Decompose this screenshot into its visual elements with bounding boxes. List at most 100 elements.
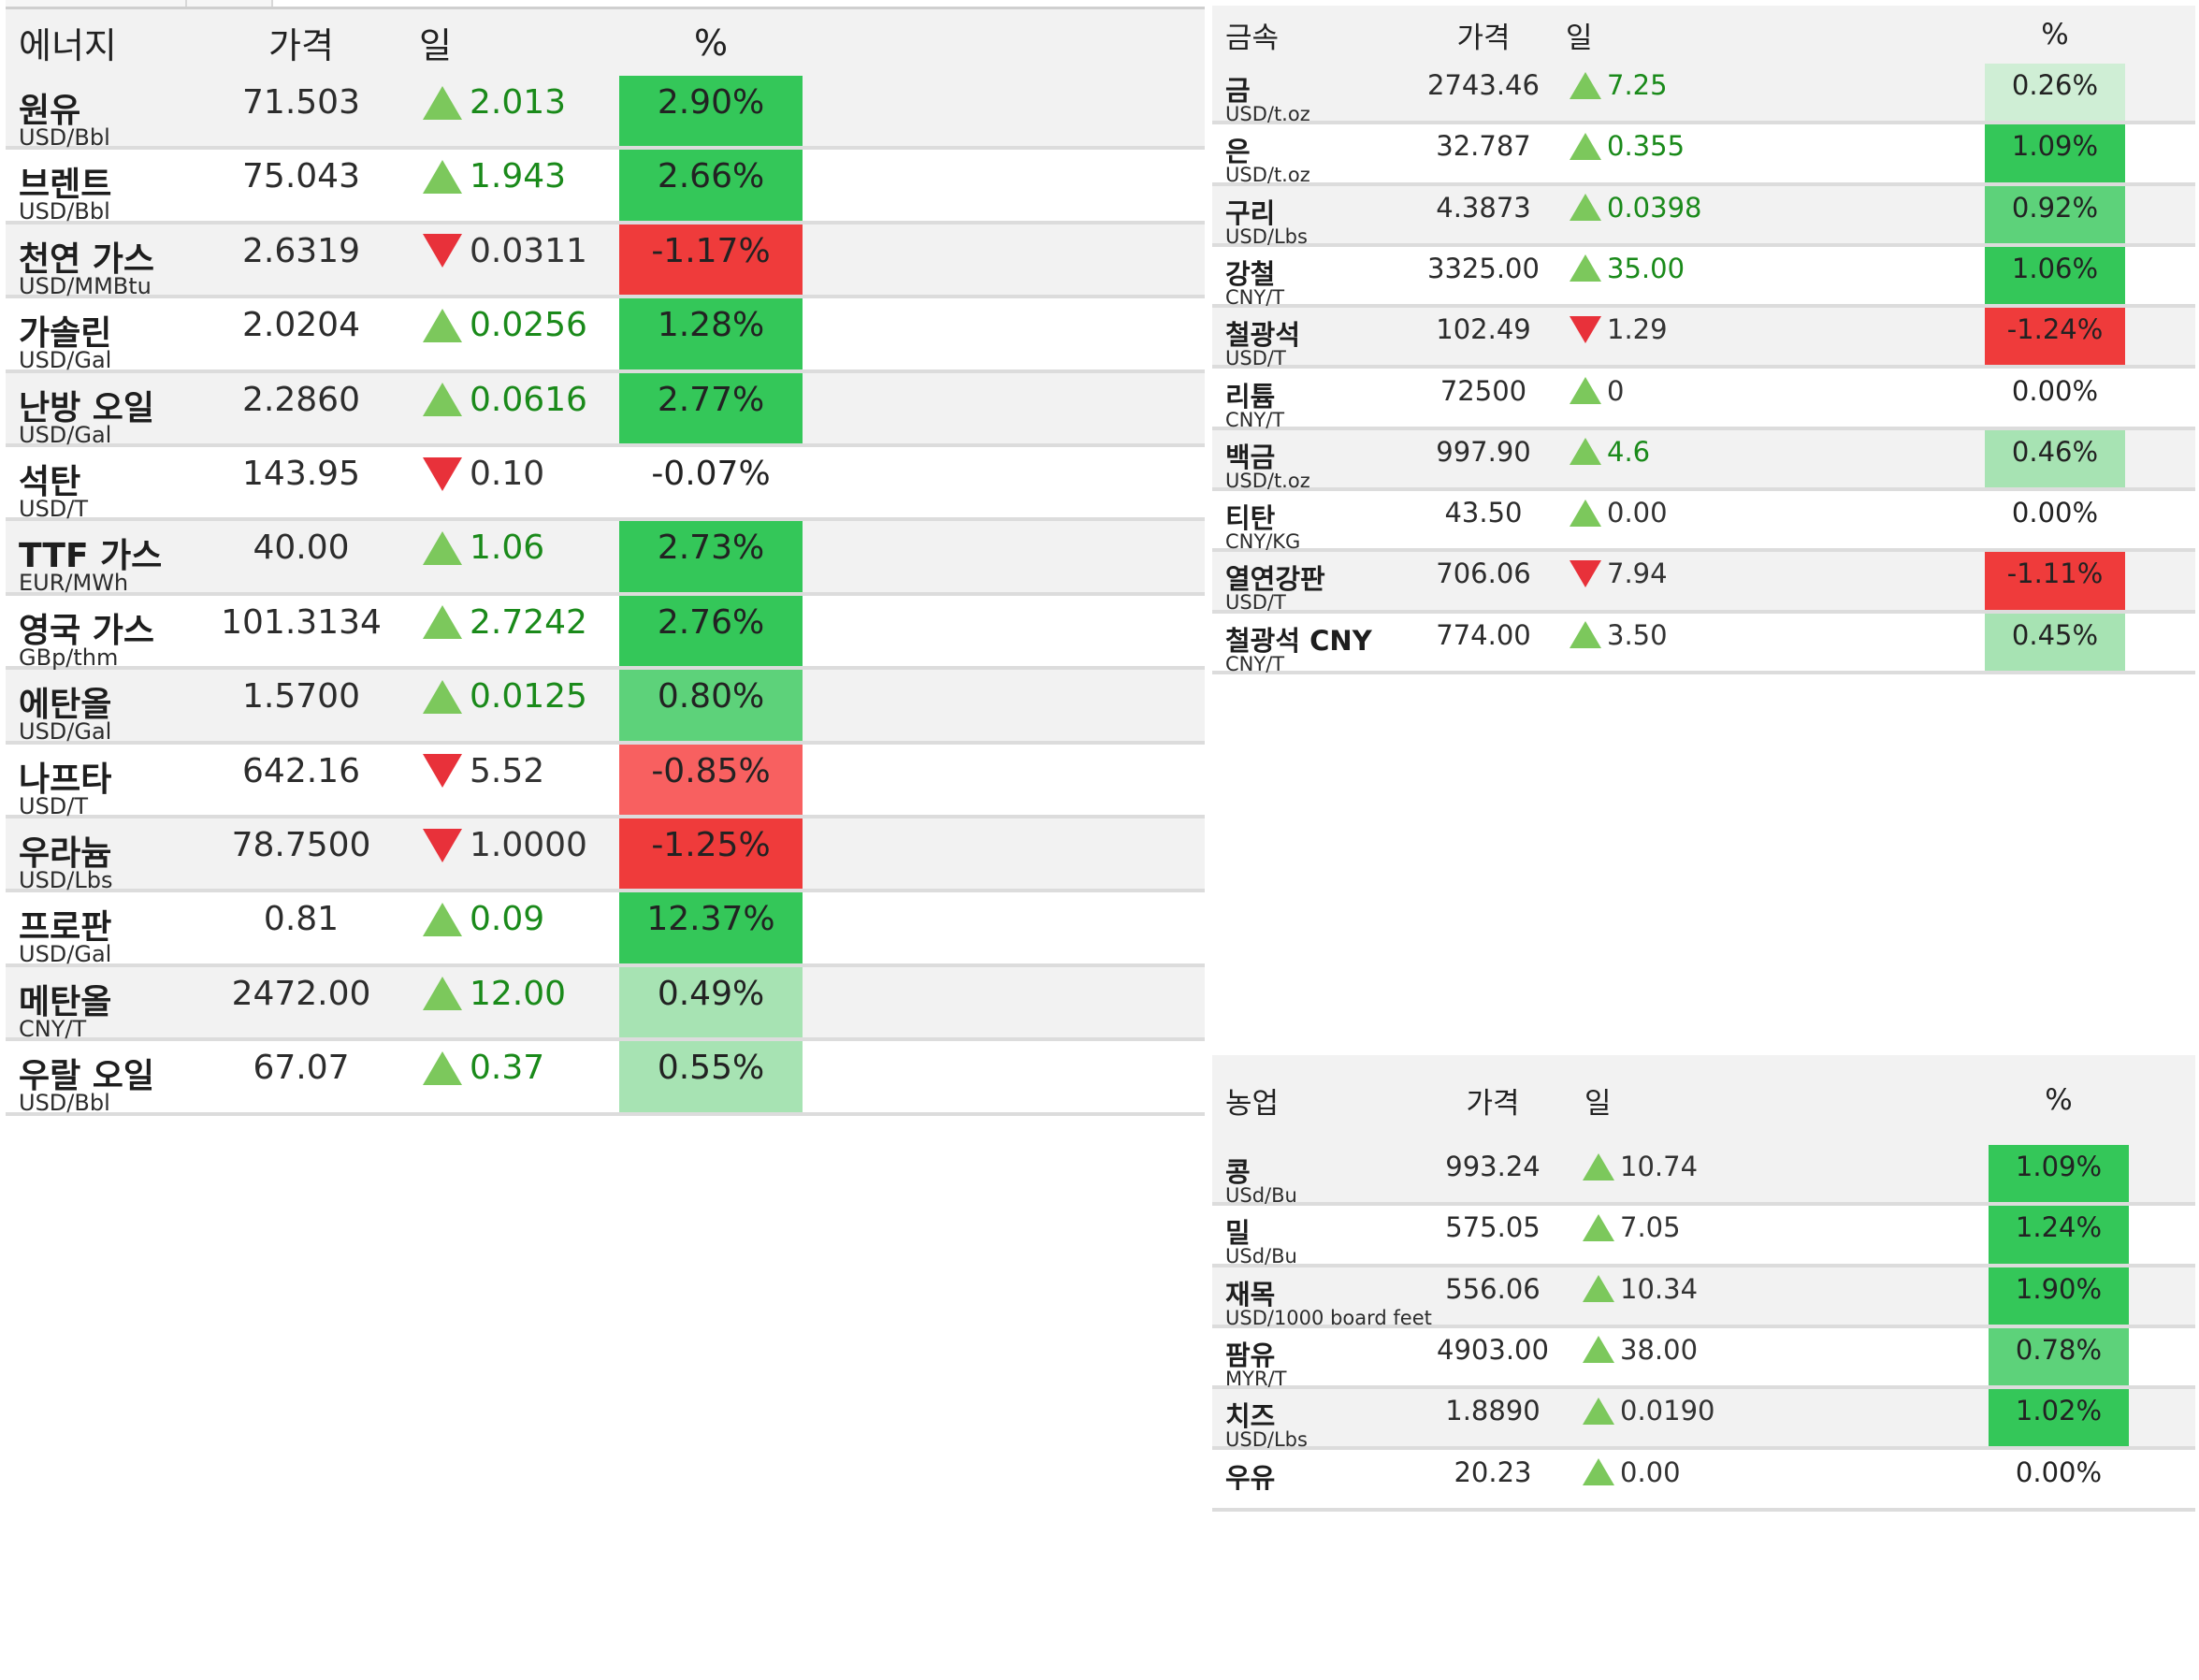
percent-value: 2.90% [657, 83, 765, 122]
change-value: 0.0125 [470, 677, 587, 717]
down-arrow-icon [423, 234, 462, 268]
daily-change: 0.00 [1583, 1456, 1681, 1488]
percent-value: -1.17% [651, 231, 771, 270]
daily-change: 5.52 [423, 752, 544, 790]
percent-cell: 1.90% [1989, 1267, 2129, 1325]
table-row[interactable]: 치즈 USD/Lbs 1.8890 0.0190 1.02% [1212, 1389, 2195, 1452]
table-row[interactable]: 에탄올 USD/Gal 1.5700 0.0125 0.80% [6, 670, 1205, 745]
table-row[interactable]: 난방 오일 USD/Gal 2.2860 0.0616 2.77% [6, 372, 1205, 448]
table-row[interactable]: 우라늄 USD/Lbs 78.7500 1.0000 -1.25% [6, 818, 1205, 893]
table-row[interactable]: 철광석 CNY CNY/T 774.00 3.50 0.45% [1212, 613, 2195, 675]
table-row[interactable]: 콩 USd/Bu 993.24 10.74 1.09% [1212, 1145, 2195, 1207]
table-row[interactable]: TTF 가스 EUR/MWh 40.00 1.06 2.73% [6, 521, 1205, 596]
up-arrow-icon [423, 1050, 462, 1085]
change-value: 35.00 [1607, 252, 1685, 284]
header-name: 농업 [1225, 1086, 1280, 1121]
table-row[interactable]: 강철 CNY/T 3325.00 35.00 1.06% [1212, 246, 2195, 309]
price-value: 706.06 [1436, 558, 1531, 590]
up-arrow-icon [1570, 499, 1601, 527]
instrument-unit: USD/Lbs [1225, 1428, 1308, 1452]
price-value: 774.00 [1436, 618, 1531, 651]
instrument-name: 프로판 [19, 908, 112, 948]
table-row[interactable]: 리튬 CNY/T 72500 0 0.00% [1212, 369, 2195, 431]
table-row[interactable]: 금 USD/t.oz 2743.46 7.25 0.26% [1212, 64, 2195, 125]
table-row[interactable]: 가솔린 USD/Gal 2.0204 0.0256 1.28% [6, 298, 1205, 373]
percent-value: -0.07% [651, 455, 771, 493]
table-row[interactable]: 나프타 USD/T 642.16 5.52 -0.85% [6, 744, 1205, 819]
daily-change: 0.0311 [423, 232, 587, 270]
instrument-unit: USD/T [1225, 591, 1286, 615]
daily-change: 12.00 [423, 975, 566, 1013]
instrument-name: TTF 가스 [19, 537, 163, 576]
percent-value: 12.37% [646, 900, 775, 939]
percent-value: 0.45% [2011, 618, 2099, 651]
table-row[interactable]: 영국 가스 GBp/thm 101.3134 2.7242 2.76% [6, 595, 1205, 671]
table-row[interactable]: 프로판 USD/Gal 0.81 0.09 12.37% [6, 892, 1205, 968]
instrument-unit: CNY/T [1225, 652, 1285, 675]
price-value: 642.16 [242, 751, 360, 790]
percent-cell: 1.09% [1989, 1145, 2129, 1203]
header-name: 금속 [1225, 21, 1280, 55]
percent-cell: 0.49% [619, 966, 803, 1038]
instrument-name: 원유 [19, 92, 81, 130]
daily-change: 3.50 [1570, 619, 1668, 651]
up-arrow-icon [1570, 132, 1601, 160]
table-row[interactable]: 석탄 USD/T 143.95 0.10 -0.07% [6, 447, 1205, 522]
down-arrow-icon [1570, 315, 1601, 343]
price-value: 4903.00 [1437, 1333, 1549, 1366]
percent-cell: 0.00% [1989, 1451, 2129, 1508]
metals-panel: 금속 가격 일 % 금 USD/t.oz 2743.46 7.25 0.26% 은 USD/… [1212, 0, 2195, 1012]
table-row[interactable]: 메탄올 CNY/T 2472.00 12.00 0.49% [6, 966, 1205, 1042]
table-row[interactable]: 백금 USD/t.oz 997.90 4.6 0.46% [1212, 429, 2195, 492]
price-value: 20.23 [1454, 1456, 1532, 1488]
percent-value: 2.76% [657, 602, 765, 642]
table-row[interactable]: 열연강판 USD/T 706.06 7.94 -1.11% [1212, 552, 2195, 615]
table-row[interactable]: 천연 가스 USD/MMBtu 2.6319 0.0311 -1.17% [6, 224, 1205, 299]
table-row[interactable]: 밀 USd/Bu 575.05 7.05 1.24% [1212, 1206, 2195, 1267]
change-value: 0.00 [1607, 497, 1668, 529]
instrument-unit: CNY/KG [1225, 530, 1301, 554]
price-value: 2.2860 [242, 380, 360, 419]
table-row[interactable]: 원유 USD/Bbl 71.503 2.013 2.90% [6, 76, 1205, 151]
table-row[interactable]: 철광석 USD/T 102.49 1.29 -1.24% [1212, 308, 2195, 369]
daily-change: 38.00 [1583, 1334, 1698, 1366]
table-row[interactable]: 은 USD/t.oz 32.787 0.355 1.09% [1212, 124, 2195, 187]
table-row[interactable]: 구리 USD/Lbs 4.3873 0.0398 0.92% [1212, 185, 2195, 248]
price-value: 40.00 [253, 529, 350, 568]
percent-cell: -1.25% [619, 818, 803, 890]
instrument-name: 철광석 [1225, 319, 1301, 352]
table-row[interactable]: 팜유 MYR/T 4903.00 38.00 0.78% [1212, 1327, 2195, 1390]
percent-value: 2.77% [657, 380, 765, 419]
down-arrow-icon [1570, 559, 1601, 587]
percent-value: 1.09% [2015, 1151, 2103, 1182]
table-row[interactable]: 우랄 오일 USD/Bbl 67.07 0.37 0.55% [6, 1041, 1205, 1117]
percent-cell: 0.46% [1985, 429, 2125, 488]
instrument-unit: USD/Gal [19, 941, 112, 968]
tab-segment[interactable] [187, 0, 273, 7]
instrument-name: 밀 [1225, 1217, 1251, 1250]
table-row[interactable]: 티탄 CNY/KG 43.50 0.00 0.00% [1212, 491, 2195, 554]
up-arrow-icon [423, 530, 462, 565]
percent-value: 0.78% [2015, 1333, 2103, 1366]
percent-cell: 0.92% [1985, 185, 2125, 243]
instrument-name: 우라늄 [19, 834, 112, 873]
table-row[interactable]: 브렌트 USD/Bbl 75.043 1.943 2.66% [6, 150, 1205, 224]
percent-value: 0.46% [2011, 435, 2099, 468]
instrument-unit: USD/Bbl [19, 198, 110, 225]
percent-value: 0.00% [2011, 374, 2099, 407]
up-arrow-icon [423, 85, 462, 120]
table-row[interactable]: 재목 USD/1000 board feet 556.06 10.34 1.90% [1212, 1267, 2195, 1329]
instrument-unit: USD/Bbl [19, 1090, 110, 1117]
percent-cell: 0.00% [1985, 369, 2125, 427]
tab-segment[interactable] [6, 0, 187, 7]
instrument-unit: USD/t.oz [1225, 164, 1310, 187]
percent-value: 1.90% [2015, 1272, 2103, 1305]
change-value: 3.50 [1607, 618, 1668, 651]
table-row[interactable]: 우유 20.23 0.00 0.00% [1212, 1451, 2195, 1512]
instrument-name: 구리 [1225, 196, 1276, 229]
change-value: 0.0190 [1620, 1395, 1715, 1427]
daily-change: 0.0125 [423, 677, 587, 716]
change-value: 0.0311 [470, 231, 587, 270]
daily-change: 2.013 [423, 83, 566, 122]
percent-cell: 2.66% [619, 150, 803, 221]
